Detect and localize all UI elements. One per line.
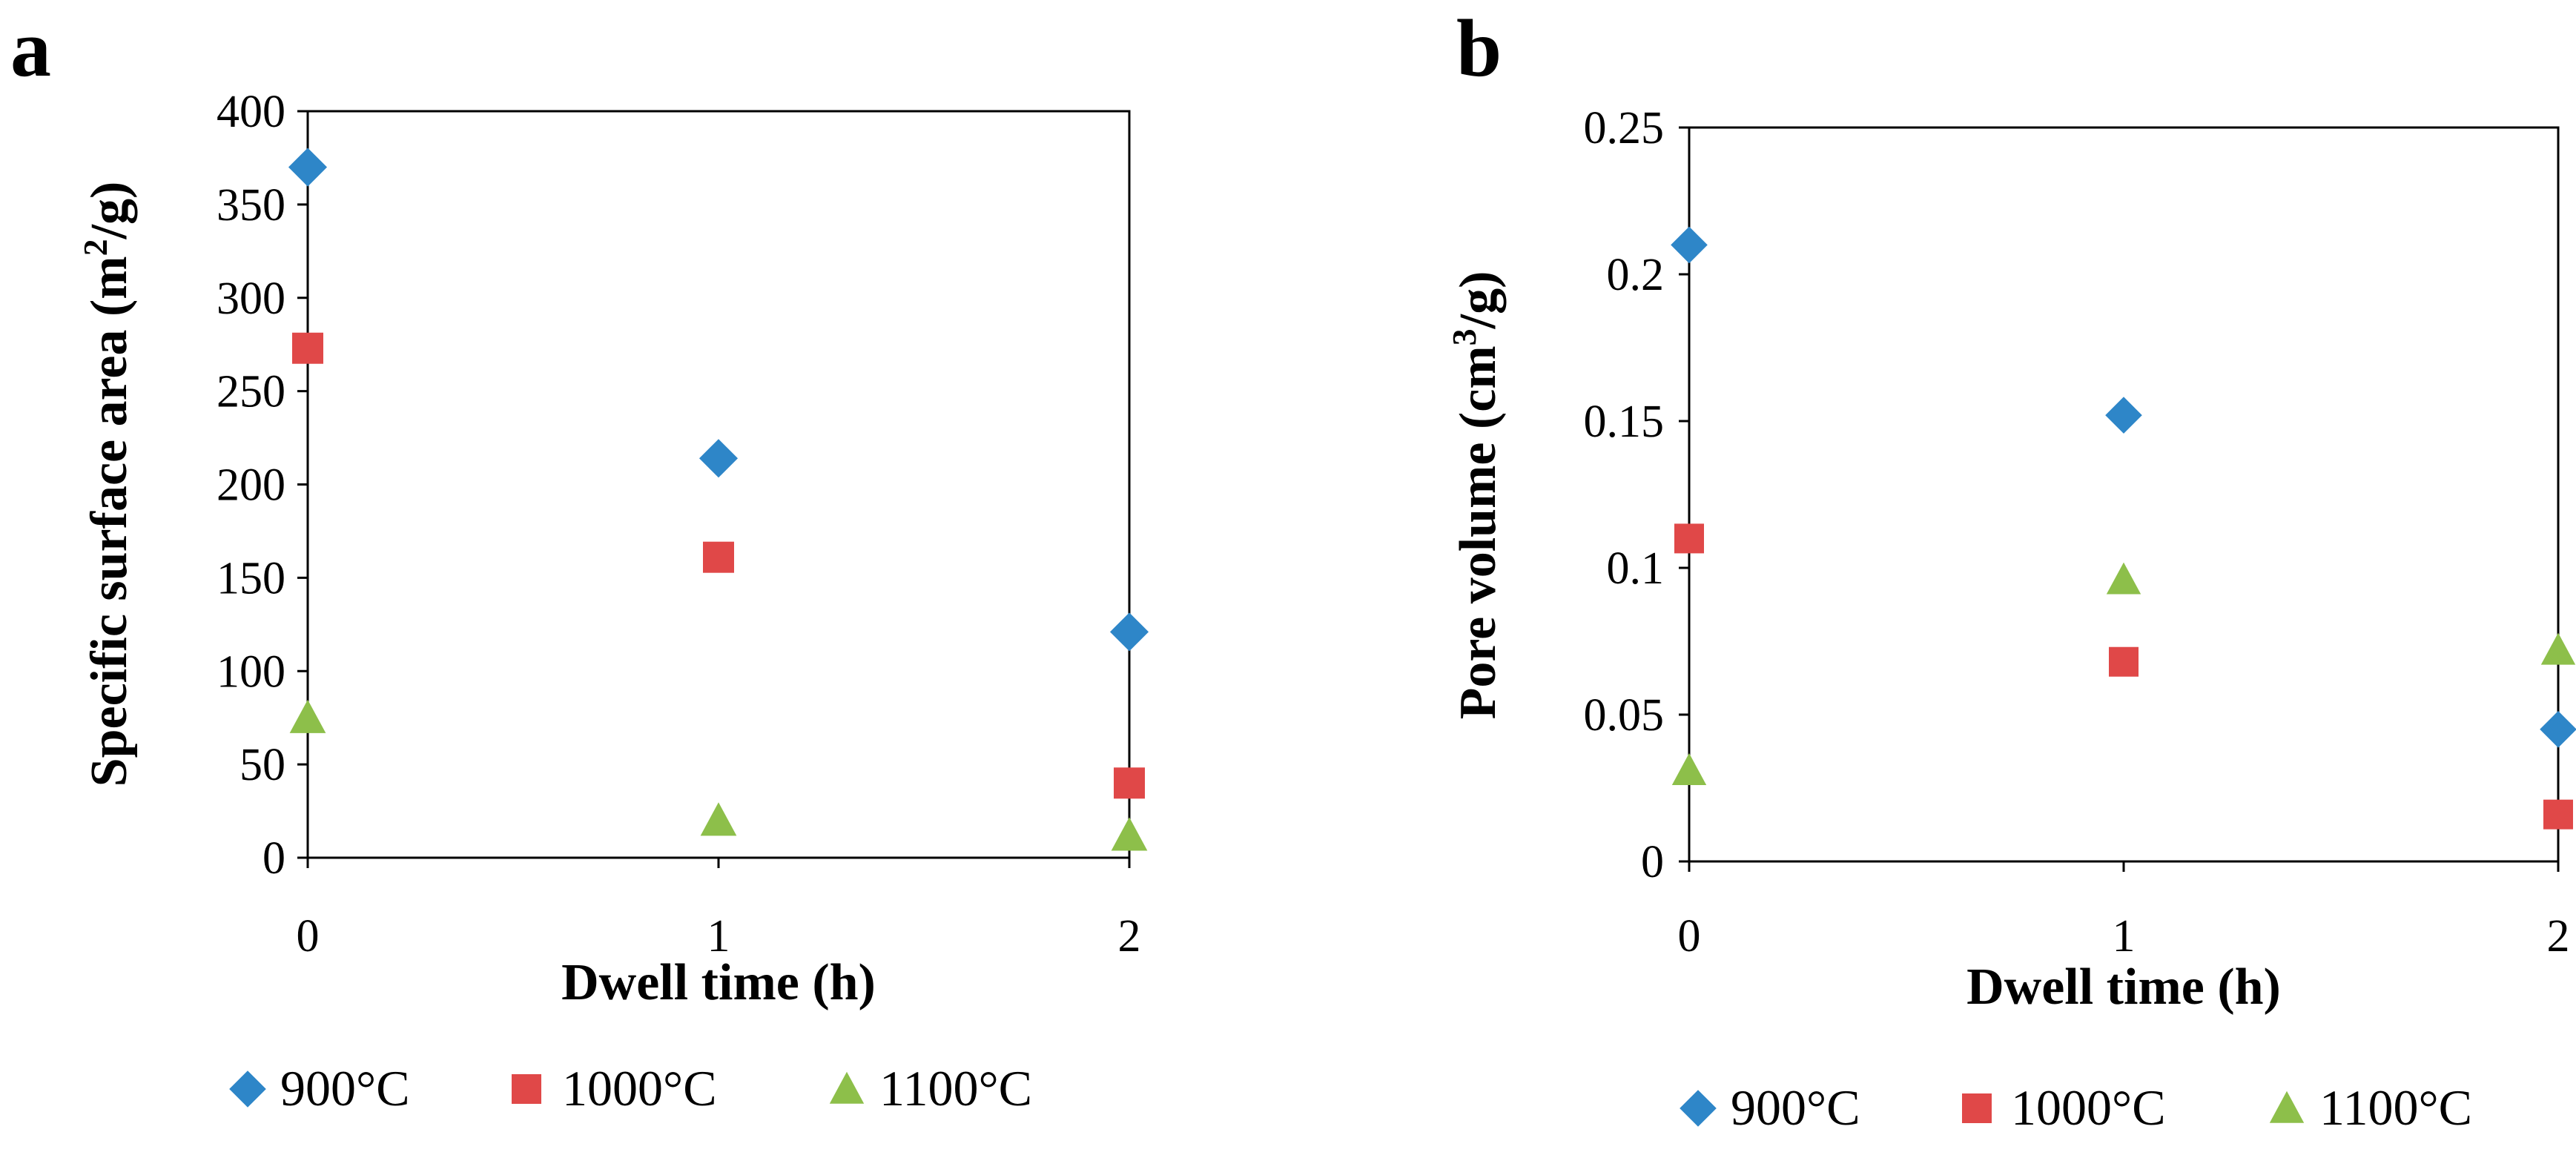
y-axis-ticks-a: 0 50 100 150 200 250 300 350 400: [217, 87, 308, 884]
x-axis-title-b: Dwell time (h): [1966, 959, 2281, 1016]
y-tick-label: 0.25: [1584, 103, 1665, 153]
x-tick-label: 0: [1678, 911, 1701, 962]
data-point-diamond: [699, 439, 739, 478]
data-point-diamond: [1671, 226, 1708, 264]
y-tick-label: 400: [217, 87, 285, 137]
y-axis-ticks-b: 0 0.05 0.1 0.15 0.2 0.25: [1584, 103, 1689, 887]
data-point-triangle: [1111, 817, 1148, 851]
legend-label: 1100°C: [2319, 1079, 2472, 1136]
legend-marker-square: [512, 1074, 541, 1104]
plot-area-a: [306, 110, 1131, 859]
y-axis-title-b: Pore volume (cm3/g): [1445, 271, 1507, 720]
data-point-diamond: [2105, 397, 2142, 434]
data-point-square: [1114, 767, 1145, 799]
data-point-square: [2543, 799, 2573, 830]
y-tick-label: 0.05: [1584, 690, 1665, 741]
x-axis-ticks-b: 0 1 2: [1678, 861, 2570, 962]
y-tick-label: 50: [240, 740, 285, 790]
data-points-a: [288, 148, 1149, 851]
y-tick-label: 0.15: [1584, 397, 1665, 447]
y-tick-label: 100: [217, 646, 285, 697]
legend-marker-triangle: [2269, 1091, 2305, 1123]
x-tick-label: 1: [707, 911, 730, 962]
x-tick-label: 2: [1118, 911, 1141, 962]
y-axis-title-a-unit: /g): [81, 182, 138, 240]
data-point-diamond: [288, 148, 328, 187]
legend-marker-triangle: [829, 1071, 865, 1104]
x-tick-label: 1: [2113, 911, 2136, 962]
y-axis-title-a-main: Specific surface area (m: [81, 256, 138, 787]
data-point-diamond: [2540, 711, 2576, 748]
y-tick-label: 0: [262, 833, 285, 884]
data-point-triangle: [289, 699, 326, 733]
data-points-b: [1671, 226, 2576, 830]
x-axis-ticks-a: 0 1 2: [297, 858, 1141, 962]
legend-label: 900°C: [1731, 1079, 1860, 1136]
y-tick-label: 200: [217, 460, 285, 511]
data-point-triangle: [1671, 753, 1707, 785]
data-point-square: [2109, 646, 2139, 677]
y-tick-label: 0: [1641, 837, 1664, 887]
legend-b: 900°C 1000°C 1100°C: [1680, 1079, 2472, 1136]
chart-panel-a: a 0 50 100 150 200 250 300 350 400 0 1 2 Dwell tim…: [10, 3, 1149, 1116]
legend-marker-diamond: [229, 1070, 266, 1108]
legend-label: 1000°C: [2011, 1079, 2166, 1136]
panel-letter-a: a: [10, 3, 51, 93]
legend-marker-square: [1962, 1093, 1992, 1123]
data-point-triangle: [2540, 632, 2576, 665]
y-axis-title-a: Specific surface area (m2/g): [76, 182, 138, 787]
y-tick-label: 250: [217, 367, 285, 417]
y-tick-label: 150: [217, 553, 285, 603]
x-tick-label: 0: [297, 911, 320, 962]
y-tick-label: 0.2: [1607, 250, 1665, 300]
y-tick-label: 0.1: [1607, 543, 1665, 594]
data-point-triangle: [2106, 562, 2141, 595]
y-tick-label: 300: [217, 274, 285, 324]
plot-area-b: [1688, 126, 2560, 863]
x-tick-label: 2: [2547, 911, 2570, 962]
legend-label: 1000°C: [562, 1060, 717, 1116]
legend-label: 900°C: [280, 1060, 410, 1116]
legend-marker-diamond: [1680, 1090, 1717, 1127]
data-point-square: [292, 332, 323, 364]
y-axis-title-b-unit: /g): [1450, 271, 1507, 330]
y-tick-label: 350: [217, 180, 285, 231]
y-axis-title-b-main: Pore volume (cm: [1450, 345, 1507, 719]
data-point-triangle: [700, 802, 737, 836]
data-point-square: [1674, 523, 1704, 554]
data-point-diamond: [1109, 612, 1149, 652]
data-point-square: [703, 541, 734, 573]
y-axis-title-a-superscript: 2: [76, 239, 114, 256]
x-axis-title-a: Dwell time (h): [561, 954, 876, 1011]
chart-panel-b: b 0 0.05 0.1 0.15 0.2 0.25 0 1 2 Dwell time (h)…: [1445, 3, 2576, 1136]
y-axis-title-b-superscript: 3: [1445, 328, 1483, 345]
legend-label: 1100°C: [879, 1060, 1032, 1116]
panel-letter-b: b: [1456, 3, 1502, 93]
legend-a: 900°C 1000°C 1100°C: [229, 1060, 1032, 1116]
